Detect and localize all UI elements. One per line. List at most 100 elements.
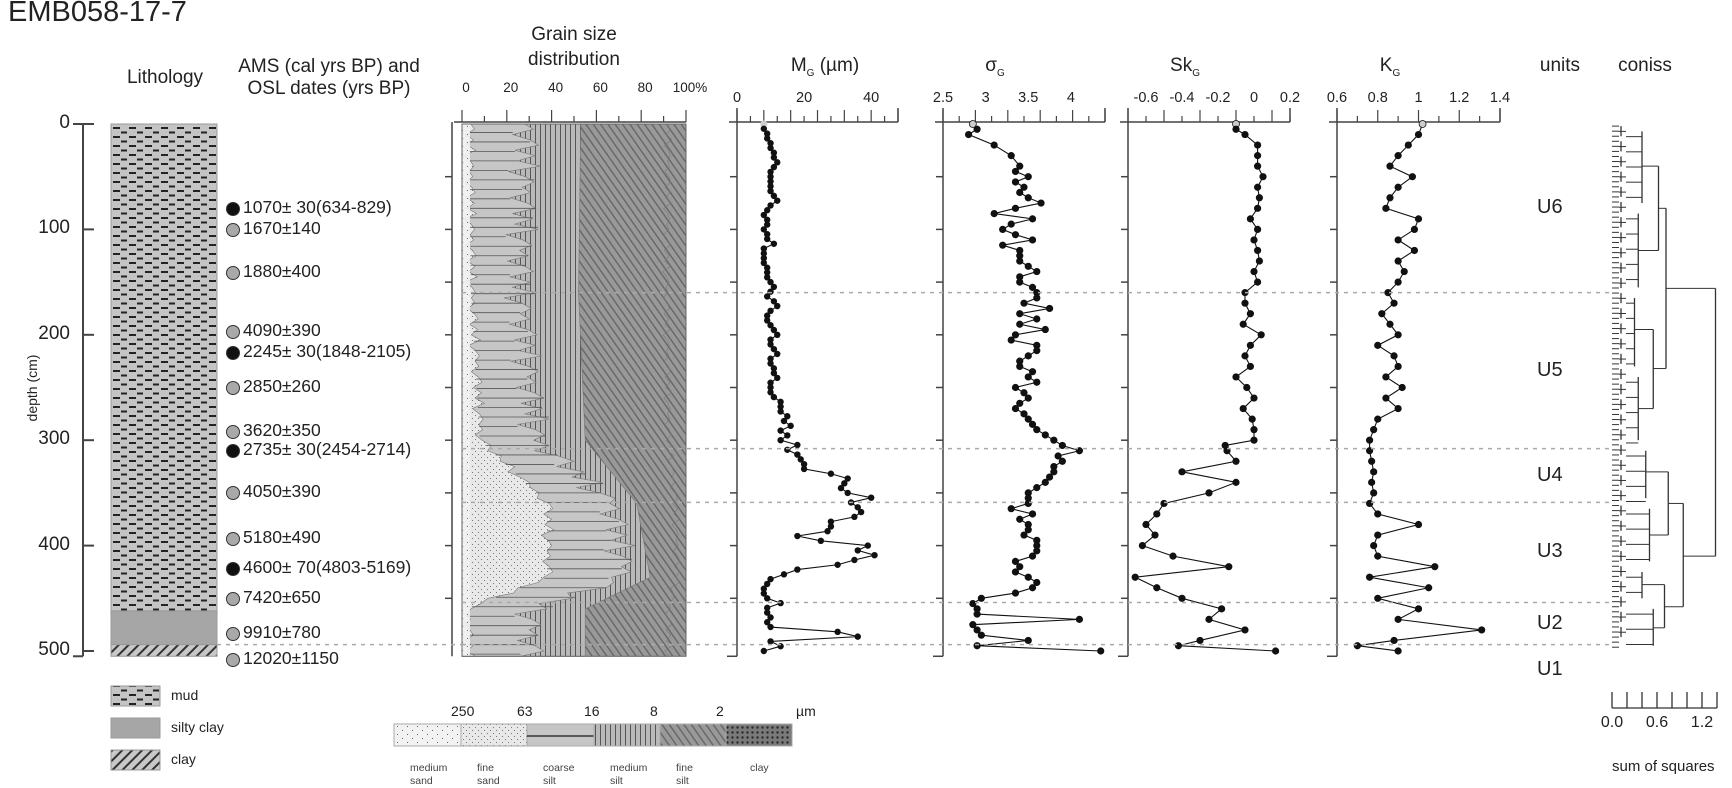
sk-tick-label: -0.6 xyxy=(1133,90,1159,106)
osl-date-marker-icon xyxy=(226,324,240,339)
osl-date-marker-icon xyxy=(226,532,240,547)
lithology-legend-mud: mud xyxy=(171,687,199,703)
grain-class-label-line1: fine xyxy=(676,762,693,774)
figure-title: EMB058-17-7 xyxy=(8,0,187,28)
date-label: 4050±390 xyxy=(243,481,321,502)
header-mg: MG (µm) xyxy=(760,55,890,85)
ams-date-marker-icon xyxy=(226,562,240,576)
header-coniss: coniss xyxy=(1618,55,1672,76)
sk-tick-label: 0.2 xyxy=(1279,90,1301,106)
grain-tick-label: 60 xyxy=(592,80,608,95)
unit-label-u1: U1 xyxy=(1537,658,1563,681)
date-label: 2735± 30(2454-2714) xyxy=(243,438,412,459)
header-lithology: Lithology xyxy=(126,67,204,88)
grain-tick-label: 100% xyxy=(672,80,708,95)
osl-date-marker-icon xyxy=(226,222,240,237)
sk-tick-label: -0.4 xyxy=(1169,90,1195,106)
grain-class-label-line2: sand xyxy=(477,775,500,787)
osl-date-marker-icon xyxy=(226,265,240,280)
date-label: 1670±140 xyxy=(243,217,321,238)
coniss-tick-label: 0.0 xyxy=(1600,714,1624,731)
grain-class-label-line1: fine xyxy=(477,762,494,774)
unit-label-u6: U6 xyxy=(1537,196,1563,219)
grain-tick-label: 20 xyxy=(503,80,519,95)
osl-date-marker-icon xyxy=(226,380,240,395)
mg-tick-label: 20 xyxy=(796,90,813,106)
header-grain-line2: distribution xyxy=(528,49,620,70)
unit-label-u2: U2 xyxy=(1537,611,1563,634)
unit-dividers xyxy=(217,291,1610,646)
header-k: KG xyxy=(1355,55,1425,85)
grain-class-label-line1: medium xyxy=(610,762,648,774)
grain-class-label-line2: silt xyxy=(610,775,623,787)
osl-date-marker-icon xyxy=(226,486,240,501)
grain-class-label-line1: clay xyxy=(750,762,769,774)
mg-subscript: G xyxy=(806,67,815,79)
unit-label-u3: U3 xyxy=(1537,540,1563,563)
depth-tick-label: 400 xyxy=(38,533,70,555)
header-dates-line2: OSL dates (yrs BP) xyxy=(247,78,411,99)
k-tick-label: 1.2 xyxy=(1449,90,1470,106)
depth-tick-label: 500 xyxy=(38,639,70,660)
date-label: 2850±260 xyxy=(243,375,321,396)
grain-boundary-label: 2 xyxy=(716,703,724,719)
depth-tick-label: 0 xyxy=(59,112,70,133)
grain-class-label-line1: coarse xyxy=(543,762,575,774)
grain-boundary-label: 16 xyxy=(584,703,600,719)
coniss-tick-label: 0.6 xyxy=(1645,714,1669,731)
sk-symbol: Sk xyxy=(1170,55,1193,76)
sigma-tick-label: 4 xyxy=(1066,90,1075,106)
k-tick-label: 0.6 xyxy=(1326,90,1348,106)
grain-class-label-line2: silt xyxy=(543,775,556,787)
grain-size-plot xyxy=(461,123,687,657)
grain-boundary-label: 250 xyxy=(451,703,475,719)
mg-unit: (µm) xyxy=(814,55,860,76)
k-symbol: K xyxy=(1379,55,1393,76)
sk-tick-label: -0.2 xyxy=(1205,90,1231,106)
header-units: units xyxy=(1539,55,1581,76)
depth-tick-label: 300 xyxy=(38,428,70,450)
ams-date-marker-icon xyxy=(226,345,240,360)
ams-date-marker-icon xyxy=(226,201,240,216)
header-sk: SkG xyxy=(1150,55,1220,85)
header-sigma: σG xyxy=(960,55,1030,85)
k-tick-label: 1.4 xyxy=(1489,90,1511,106)
header-dates-line1: AMS (cal yrs BP) and xyxy=(238,56,420,77)
date-label: 5180±490 xyxy=(243,527,321,548)
axes xyxy=(73,108,1501,658)
mg-symbol: M xyxy=(790,55,807,76)
mg-tick-label: 40 xyxy=(863,90,880,106)
grain-boundary-label: 8 xyxy=(650,703,658,719)
grain-tick-label: 0 xyxy=(462,80,470,95)
k-subscript: G xyxy=(1392,67,1401,79)
date-label: 2245± 30(1848-2105) xyxy=(243,340,412,361)
sigma-tick-label: 3.5 xyxy=(1018,90,1039,106)
grain-tick-label: 40 xyxy=(548,80,564,95)
k-tick-label: 1 xyxy=(1414,90,1423,106)
date-label: 3620±350 xyxy=(243,419,321,440)
k-tick-label: 0.8 xyxy=(1367,90,1388,106)
date-label: 12020±1150 xyxy=(243,647,339,668)
lithology-column xyxy=(110,123,218,657)
osl-date-marker-icon xyxy=(226,627,240,642)
date-label: 9910±780 xyxy=(243,622,321,643)
coniss-axis-label: sum of squares xyxy=(1612,758,1715,775)
osl-date-marker-icon xyxy=(226,652,240,667)
coniss-tick-label: 1.2 xyxy=(1690,714,1714,731)
unit-label-u5: U5 xyxy=(1537,358,1563,381)
lithology-legend-siltyclay: silty clay xyxy=(171,719,224,735)
sigma-tick-label: 3 xyxy=(981,90,990,106)
sigma-subscript: G xyxy=(996,67,1005,79)
date-label: 4600± 70(4803-5169) xyxy=(243,557,412,577)
mg-tick-label: 0 xyxy=(732,90,742,106)
grain-class-label-line2: sand xyxy=(410,775,433,787)
ams-date-marker-icon xyxy=(226,443,240,458)
lithology-legend-clay: clay xyxy=(171,751,196,767)
sk-tick-label: 0 xyxy=(1249,90,1259,106)
depth-tick-label: 100 xyxy=(38,217,70,239)
sigma-symbol: σ xyxy=(985,55,997,76)
header-grain-line1: Grain size xyxy=(531,24,617,45)
grain-class-label-line1: medium xyxy=(410,762,448,774)
unit-label-u4: U4 xyxy=(1537,463,1563,486)
sigma-tick-label: 2.5 xyxy=(932,90,954,106)
